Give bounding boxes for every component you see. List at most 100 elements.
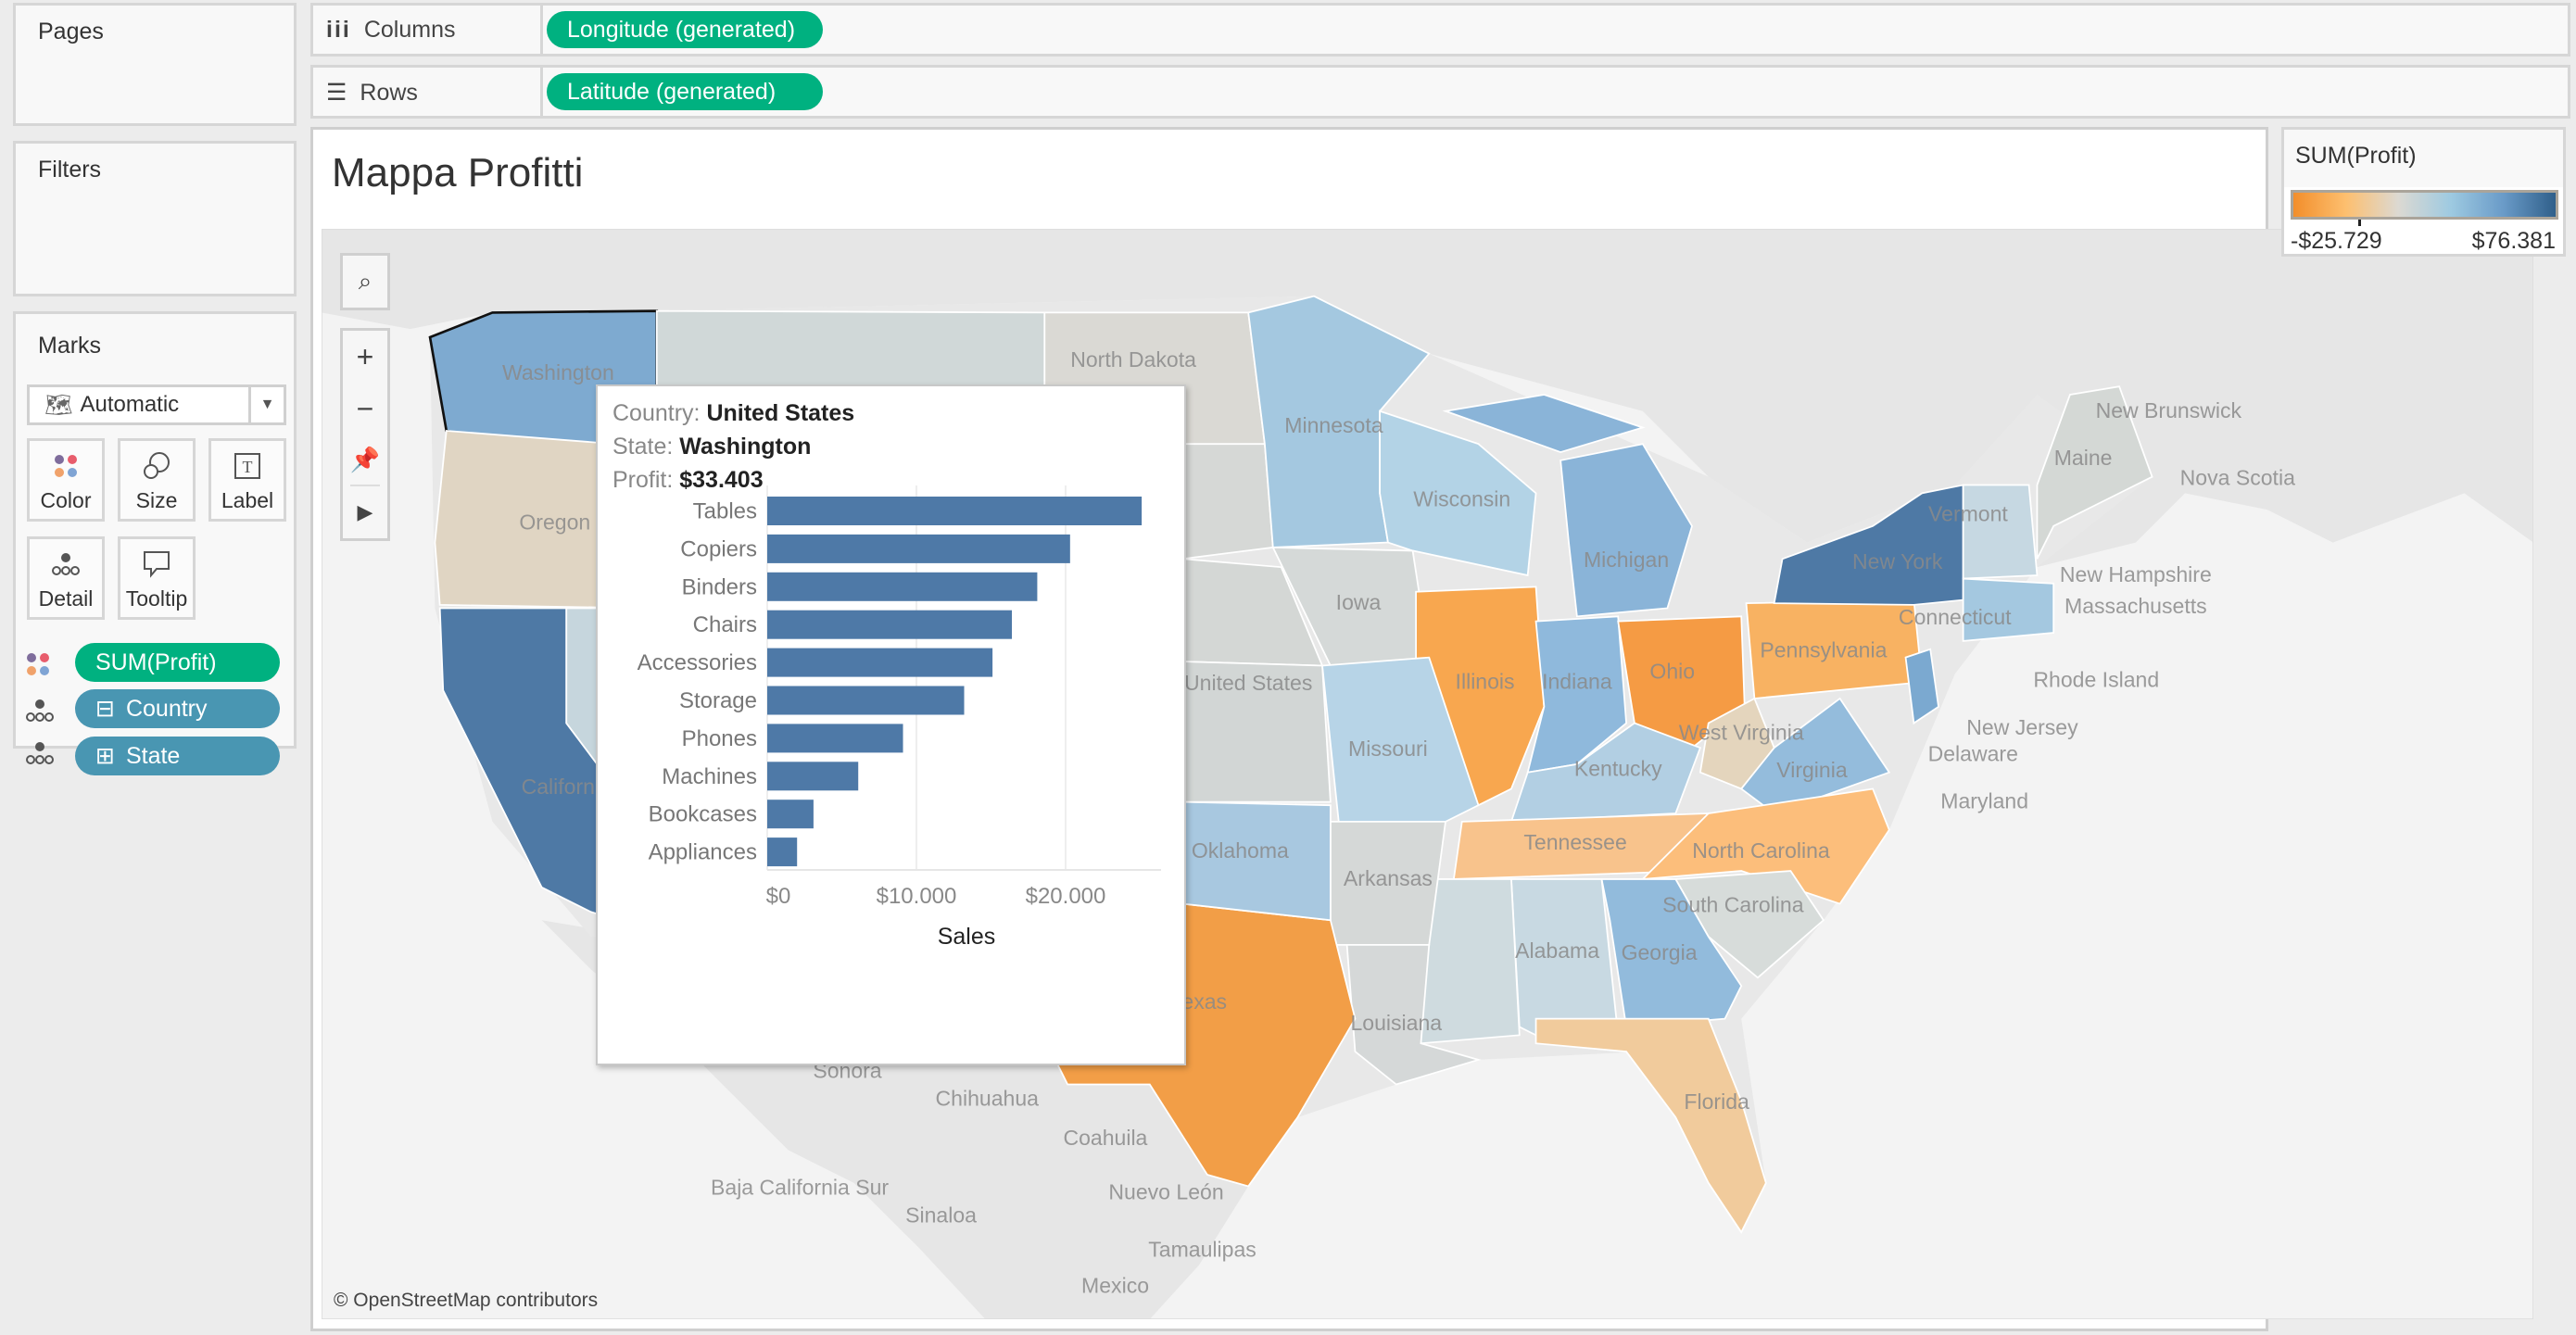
- color-label: Color: [40, 488, 92, 512]
- map-label: Wisconsin: [1413, 487, 1510, 511]
- map-label: Washington: [502, 360, 614, 384]
- columns-shelf[interactable]: iii Columns Longitude (generated): [310, 3, 2570, 57]
- map-label: Oregon: [519, 510, 590, 534]
- state-pill[interactable]: ⊞ State: [75, 737, 280, 775]
- map-label: Sinaloa: [905, 1203, 977, 1227]
- x-axis-title: Sales: [938, 924, 996, 950]
- legend-zero-tick: [2358, 220, 2361, 226]
- map-search-control[interactable]: ⌕: [340, 253, 390, 310]
- bar-chairs: [767, 610, 1013, 639]
- zoom-out-icon[interactable]: −: [356, 391, 374, 425]
- map-label: Nuevo León: [1108, 1180, 1223, 1204]
- pages-title: Pages: [38, 19, 104, 44]
- marks-title: Marks: [38, 333, 102, 359]
- category-label: Copiers: [680, 536, 757, 561]
- state-michigan[interactable]: [1559, 443, 1693, 618]
- map-label: Michigan: [1584, 548, 1669, 572]
- state-pill-label: State: [125, 742, 181, 769]
- detail-icon: [25, 698, 55, 728]
- map-zoom-controls: + − 📌 ▶: [340, 328, 390, 541]
- category-label: Storage: [679, 688, 757, 713]
- map-label: Illinois: [1456, 669, 1515, 693]
- map-label: Minnesota: [1284, 413, 1383, 437]
- color-icon: [53, 447, 79, 485]
- tooltip-profit: Profit: $33.403: [612, 467, 764, 493]
- country-pill[interactable]: ⊟ Country: [75, 689, 280, 728]
- category-label: Bookcases: [649, 802, 757, 827]
- sales-bar-chart: $0 $10.000 $20.000 Tables Copiers Binders Chai…: [638, 485, 1161, 950]
- bar-storage: [767, 686, 965, 715]
- map-label: Missouri: [1348, 737, 1428, 761]
- latitude-pill[interactable]: Latitude (generated): [547, 73, 823, 110]
- map-label: Maryland: [1940, 789, 2028, 813]
- color-icon: [25, 651, 51, 682]
- columns-label: Columns: [363, 17, 456, 43]
- category-label: Machines: [662, 764, 757, 789]
- chevron-down-icon[interactable]: ▼: [248, 387, 284, 422]
- search-icon[interactable]: ⌕: [358, 267, 373, 295]
- label-icon: T: [234, 447, 261, 485]
- map-label: Rhode Island: [2033, 668, 2159, 692]
- map-icon: 🗺: [44, 392, 73, 418]
- state-georgia[interactable]: [1600, 878, 1743, 1028]
- category-label: Tables: [693, 499, 757, 524]
- map-label: Ohio: [1649, 660, 1695, 684]
- state-wisconsin[interactable]: [1379, 409, 1537, 577]
- sheet-title: Mappa Profitti: [332, 150, 584, 195]
- bar-binders: [767, 572, 1038, 601]
- zoom-in-icon[interactable]: +: [356, 339, 374, 373]
- map-label: Kentucky: [1574, 756, 1662, 780]
- tooltip-button[interactable]: Tooltip: [118, 536, 196, 620]
- map-label: United States: [1184, 671, 1312, 695]
- size-button[interactable]: Size: [118, 438, 196, 522]
- category-label: Chairs: [693, 612, 757, 637]
- legend-gradient: [2291, 190, 2558, 220]
- pages-panel[interactable]: Pages: [13, 3, 297, 126]
- expand-toolbar-icon[interactable]: ▶: [357, 500, 373, 523]
- map-label: Iowa: [1336, 590, 1382, 614]
- map-label: New York: [1852, 549, 1943, 573]
- size-label: Size: [135, 488, 178, 512]
- map-label: Delaware: [1928, 741, 2018, 765]
- state-florida[interactable]: [1534, 1017, 1767, 1234]
- tooltip-icon: [142, 546, 171, 583]
- map-label: Tamaulipas: [1148, 1238, 1256, 1262]
- mark-type-dropdown[interactable]: 🗺 Automatic ▼: [27, 384, 286, 425]
- collapse-icon[interactable]: ⊟: [95, 696, 115, 722]
- category-label: Appliances: [649, 840, 757, 865]
- x-tick-label: $10.000: [877, 884, 957, 909]
- map-label: Coahuila: [1063, 1126, 1147, 1150]
- map-label: North Carolina: [1692, 838, 1830, 863]
- map-label: Connecticut: [1899, 605, 2012, 629]
- color-button[interactable]: Color: [27, 438, 105, 522]
- detail-icon: [51, 546, 81, 583]
- rows-shelf[interactable]: ☰ Rows Latitude (generated): [310, 65, 2570, 119]
- label-label: Label: [221, 488, 274, 512]
- detail-button[interactable]: Detail: [27, 536, 105, 620]
- map-label: Indiana: [1542, 669, 1612, 693]
- category-label: Binders: [682, 574, 757, 599]
- state-vermont[interactable]: [1962, 484, 2039, 580]
- state-michigan[interactable]: [1442, 394, 1646, 454]
- pin-icon[interactable]: 📌: [349, 435, 381, 486]
- expand-icon[interactable]: ⊞: [95, 743, 115, 769]
- map-attribution: © OpenStreetMap contributors: [334, 1290, 599, 1311]
- map-label: Florida: [1684, 1089, 1749, 1114]
- state-new-jersey[interactable]: [1904, 648, 1939, 725]
- country-pill-label: Country: [125, 695, 208, 722]
- sum-profit-pill[interactable]: SUM(Profit): [75, 643, 280, 682]
- state-louisiana[interactable]: [1345, 943, 1482, 1086]
- category-label: Accessories: [638, 650, 757, 675]
- state-massachusetts[interactable]: [1962, 577, 2055, 642]
- map-label: Oklahoma: [1192, 838, 1289, 863]
- bar-phones: [767, 724, 903, 753]
- tooltip-state: State: Washington: [612, 434, 812, 460]
- columns-icon: iii: [326, 17, 351, 43]
- legend-title: SUM(Profit): [2284, 130, 2563, 187]
- state-missouri[interactable]: [1321, 656, 1480, 823]
- longitude-pill[interactable]: Longitude (generated): [547, 11, 823, 48]
- state-maine[interactable]: [2036, 385, 2153, 560]
- color-legend[interactable]: SUM(Profit) -$25.729 $76.381: [2281, 127, 2566, 257]
- filters-panel[interactable]: Filters: [13, 141, 297, 296]
- label-button[interactable]: T Label: [208, 438, 286, 522]
